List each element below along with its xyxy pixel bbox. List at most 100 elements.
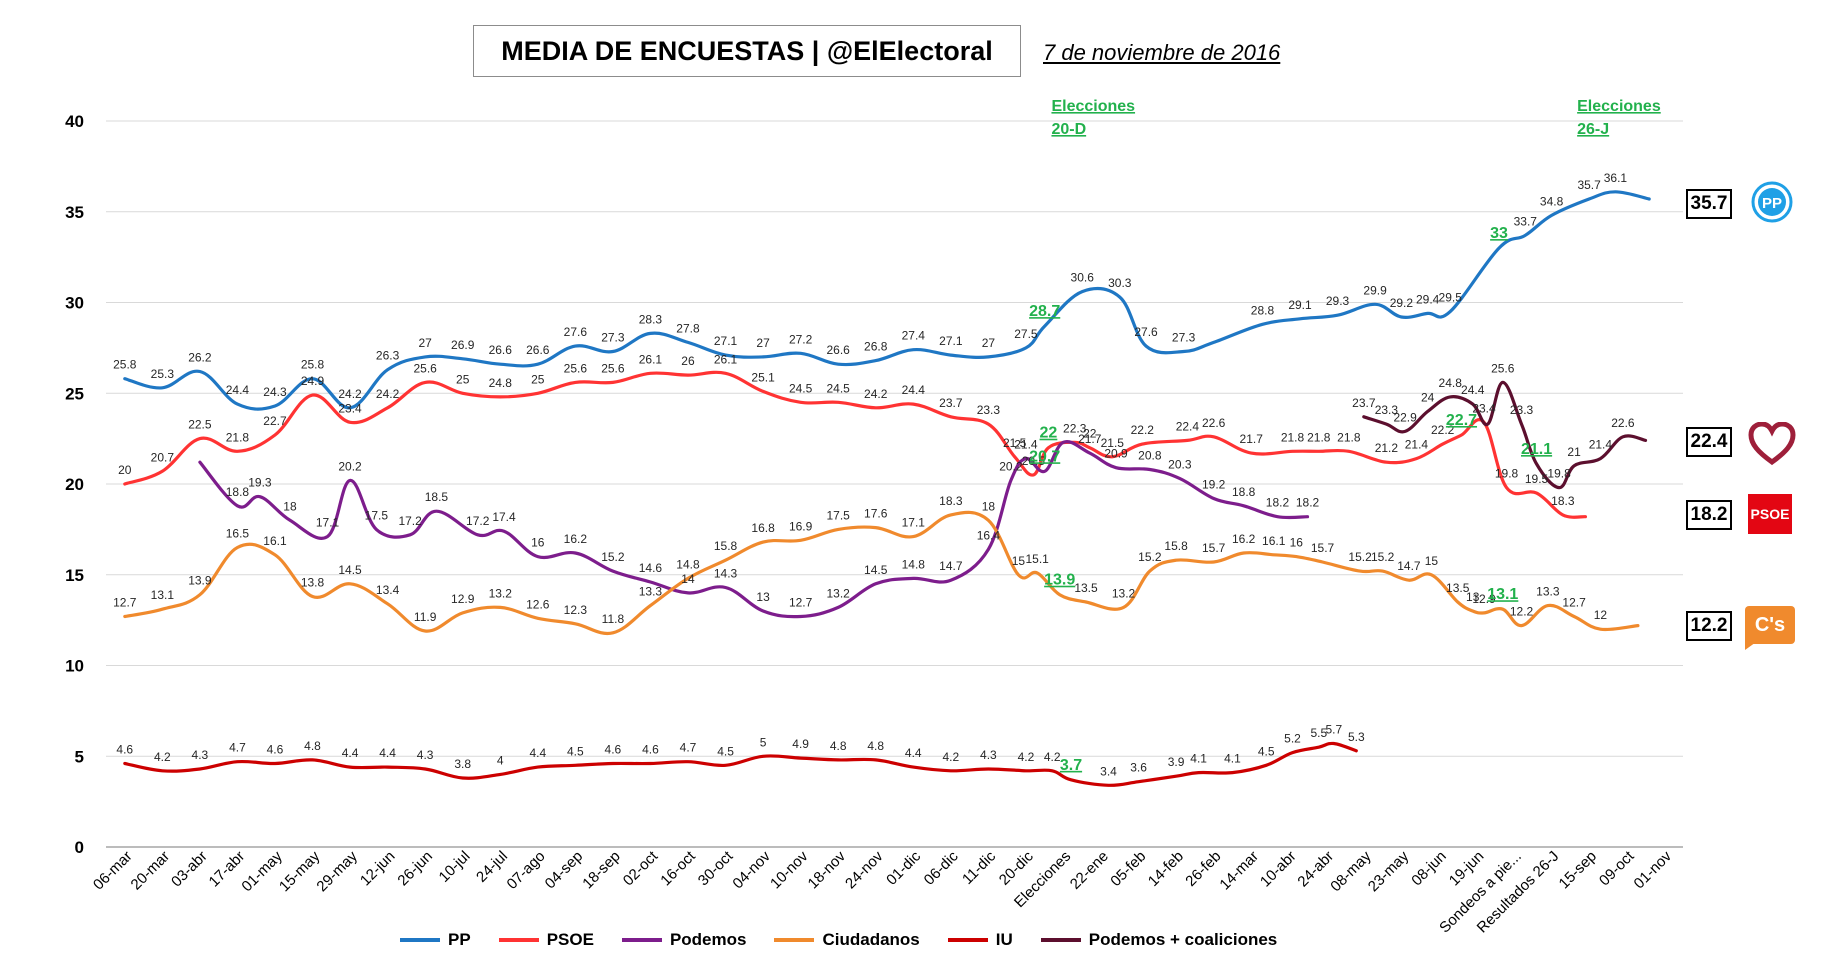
data-label: 23.3: [977, 403, 1001, 417]
data-label: 15.2: [1348, 550, 1372, 564]
legend-item-ciudadanos: Ciudadanos: [774, 930, 920, 950]
data-label: 24.2: [376, 387, 400, 401]
data-label: 4.6: [267, 743, 284, 757]
legend-label-pp: PP: [448, 930, 471, 949]
data-label: 24.2: [338, 387, 362, 401]
data-label: 4.2: [154, 750, 171, 764]
psoe-logo-text: PSOE: [1750, 506, 1790, 522]
data-label: 25.1: [751, 370, 775, 384]
data-label: 16.1: [1262, 534, 1286, 548]
data-label: 26.6: [489, 343, 513, 357]
data-label: 5.5: [1310, 726, 1327, 740]
data-label: 24.4: [1461, 383, 1485, 397]
data-label: 12.7: [789, 595, 813, 609]
data-label: 30.6: [1071, 271, 1095, 285]
data-label: 17.2: [398, 514, 422, 528]
data-label: 13.3: [639, 585, 663, 599]
data-label-highlight: 21.1: [1521, 441, 1552, 458]
x-tick-label: 04-nov: [729, 847, 774, 892]
x-tick-label: 10-jul: [436, 848, 474, 886]
data-label: 15.2: [1138, 550, 1162, 564]
x-tick-label: 04-sep: [542, 848, 586, 892]
data-label: 27: [418, 336, 432, 350]
data-label: 13: [756, 590, 770, 604]
data-label: 15.7: [1311, 541, 1335, 555]
data-label: 29.4: [1416, 292, 1440, 306]
data-label: 13.9: [188, 574, 212, 588]
data-label: 16.1: [263, 534, 287, 548]
data-label: 4.2: [1018, 750, 1035, 764]
data-label: 26.9: [451, 338, 475, 352]
data-label: 17.1: [316, 516, 340, 530]
data-label: 28.3: [639, 312, 663, 326]
legend-label-iu: IU: [995, 930, 1013, 949]
data-label: 24: [1421, 390, 1435, 404]
data-label: 22.4: [1176, 419, 1200, 433]
data-label-highlight: 13.9: [1044, 572, 1075, 589]
data-label: 19.5: [1525, 472, 1549, 486]
data-label: 18.8: [1232, 485, 1256, 499]
data-label: 4.4: [379, 746, 396, 760]
y-tick-label: 0: [75, 838, 84, 857]
data-label: 5.2: [1284, 732, 1301, 746]
data-label-highlight: 20.7: [1029, 448, 1060, 465]
data-label: 13.3: [1536, 585, 1560, 599]
data-label: 5.3: [1348, 730, 1365, 744]
data-label: 3.4: [1100, 764, 1117, 778]
data-label: 26.3: [376, 349, 400, 363]
y-tick-label: 5: [75, 747, 84, 766]
data-label: 4.6: [605, 743, 622, 757]
data-label: 29.1: [1288, 298, 1312, 312]
legend-label-podemos-coaliciones: Podemos + coaliciones: [1088, 930, 1278, 949]
data-label: 25: [531, 372, 545, 386]
data-label: 17.2: [466, 514, 490, 528]
final-value-pp: 35.7: [1686, 189, 1732, 219]
data-label: 4.8: [830, 739, 847, 753]
data-label: 21.4: [1014, 438, 1038, 452]
data-label: 14.3: [714, 566, 738, 580]
legend-swatch-podemos: [621, 938, 662, 942]
data-label: 25.8: [113, 358, 137, 372]
x-tick-label: 14-mar: [1216, 848, 1262, 894]
legend-item-pp: PP: [400, 930, 471, 950]
data-label: 4.7: [229, 741, 246, 755]
data-label: 27.1: [939, 334, 963, 348]
data-label: 21.8: [1307, 430, 1331, 444]
data-label: 4.7: [680, 741, 697, 755]
data-label-highlight: 22.7: [1446, 412, 1477, 429]
data-label: 25.6: [413, 361, 437, 375]
data-label: 34.8: [1540, 194, 1564, 208]
cs-logo: C's: [1745, 606, 1795, 644]
legend-label-ciudadanos: Ciudadanos: [822, 930, 920, 949]
data-label: 4.1: [1190, 752, 1207, 766]
data-label: 3.9: [1168, 755, 1185, 769]
data-label: 4.2: [1044, 750, 1061, 764]
data-label: 15.2: [1371, 550, 1395, 564]
data-label: 22.7: [263, 414, 287, 428]
data-label: 20.2: [338, 459, 362, 473]
legend-swatch-iu: [947, 938, 988, 942]
x-tick-label: 29-may: [313, 847, 361, 895]
data-label: 4.6: [116, 743, 133, 757]
data-label: 18.5: [425, 490, 449, 504]
data-label: 27.6: [564, 325, 588, 339]
data-label: 17.1: [902, 516, 926, 530]
legend-item-podemos-coaliciones: Podemos + coaliciones: [1040, 930, 1278, 950]
chart-title: MEDIA DE ENCUESTAS | @ElElectoral: [473, 25, 1021, 77]
data-label: 13.2: [1112, 586, 1136, 600]
legend-item-iu: IU: [947, 930, 1013, 950]
data-label: 21.8: [226, 430, 250, 444]
x-tick-label: 08-may: [1327, 847, 1375, 895]
cs-logo-text: C's: [1754, 613, 1786, 636]
x-tick-label: 11-dic: [959, 847, 999, 887]
data-label: 4.9: [792, 737, 809, 751]
data-label: 26.6: [526, 343, 550, 357]
series-line-psoe: [123, 370, 1587, 519]
data-label-highlight: 22: [1040, 425, 1058, 442]
data-label-highlight: 13.1: [1487, 586, 1518, 603]
data-label: 12: [1594, 608, 1608, 622]
data-label: 22.2: [1131, 423, 1155, 437]
data-label: 27.6: [1134, 325, 1158, 339]
x-tick-label: 09-oct: [1596, 847, 1638, 889]
